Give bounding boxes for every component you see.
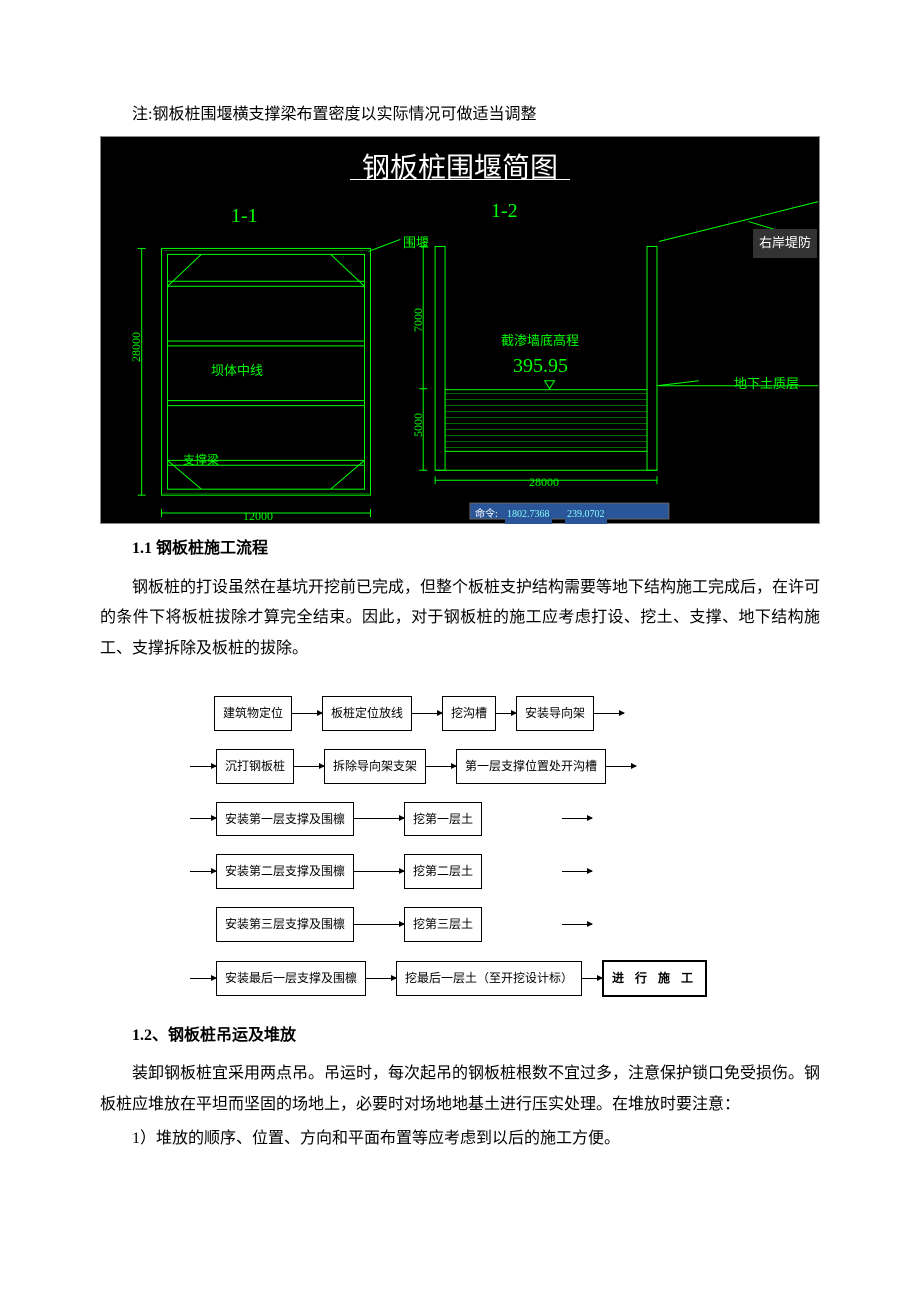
- flow-box: 挖第三层土: [404, 907, 482, 942]
- label-cofferdam: 围堰: [403, 231, 429, 256]
- flow-row-6: 安装最后一层支撑及围檩 挖最后一层土（至开挖设计标） 进 行 施 工: [190, 960, 730, 997]
- item-1-2-1: 1）堆放的顺序、位置、方向和平面布置等应考虑到以后的施工方便。: [100, 1124, 820, 1154]
- flow-box: 挖最后一层土（至开挖设计标）: [396, 961, 582, 996]
- flow-box: 拆除导向架支架: [324, 749, 426, 784]
- cmd-v1: 1802.7368: [505, 505, 552, 524]
- flow-row-4: 安装第二层支撑及围檩 挖第二层土: [190, 854, 730, 889]
- flow-box: 安装第三层支撑及围檩: [216, 907, 354, 942]
- elevation-value: 395.95: [513, 347, 568, 385]
- flow-row-3: 安装第一层支撑及围檩 挖第一层土: [190, 802, 730, 837]
- flow-box-final: 进 行 施 工: [602, 960, 707, 997]
- label-underground: 地下土质层: [734, 372, 799, 397]
- cmd-prefix: 命令:: [475, 505, 498, 524]
- dim-28000-bottom: 28000: [529, 471, 559, 494]
- heading-1-1: 1.1 钢板桩施工流程: [100, 534, 820, 564]
- flow-box: 挖第一层土: [404, 802, 482, 837]
- cad-diagram: 钢板桩围堰简图 1-1 1-2: [100, 136, 820, 524]
- label-centerline: 坝体中线: [211, 359, 263, 384]
- para-1-1: 钢板桩的打设虽然在基坑开挖前已完成，但整个板桩支护结构需要等地下结构施工完成后，…: [100, 573, 820, 664]
- dim-12000: 12000: [243, 505, 273, 528]
- flow-box: 挖沟槽: [442, 696, 496, 731]
- flow-box: 沉打钢板桩: [216, 749, 294, 784]
- cmd-v2: 239.0702: [565, 505, 607, 524]
- flow-row-5: 安装第三层支撑及围檩 挖第三层土: [190, 907, 730, 942]
- flow-box: 建筑物定位: [214, 696, 292, 731]
- para-1-2-1: 装卸钢板桩宜采用两点吊。吊运时，每次起吊的钢板桩根数不宜过多，注意保护锁口免受损…: [100, 1059, 820, 1120]
- label-support-beam: 支撑梁: [183, 449, 219, 472]
- dim-5000: 5000: [407, 413, 430, 437]
- flow-box: 安装导向架: [516, 696, 594, 731]
- label-right-bank: 右岸堤防: [753, 229, 817, 258]
- flow-box: 挖第二层土: [404, 854, 482, 889]
- note-text: 注:钢板桩围堰横支撑梁布置密度以实际情况可做适当调整: [100, 100, 820, 130]
- flowchart: 建筑物定位 板桩定位放线 挖沟槽 安装导向架 沉打钢板桩 拆除导向架支架 第一层…: [190, 696, 730, 997]
- flow-box: 安装第一层支撑及围檩: [216, 802, 354, 837]
- dim-28000-left: 28000: [125, 332, 148, 362]
- dim-7000: 7000: [407, 308, 430, 332]
- flow-row <br>-1: 建筑物定位 板桩定位放线 挖沟槽 安装导向架: [190, 696, 730, 731]
- flow-box: 安装最后一层支撑及围檩: [216, 961, 366, 996]
- flow-row-2: 沉打钢板桩 拆除导向架支架 第一层支撑位置处开沟槽: [190, 749, 730, 784]
- flow-box: 安装第二层支撑及围檩: [216, 854, 354, 889]
- flow-box: 第一层支撑位置处开沟槽: [456, 749, 606, 784]
- heading-1-2: 1.2、钢板桩吊运及堆放: [100, 1021, 820, 1051]
- flow-box: 板桩定位放线: [322, 696, 412, 731]
